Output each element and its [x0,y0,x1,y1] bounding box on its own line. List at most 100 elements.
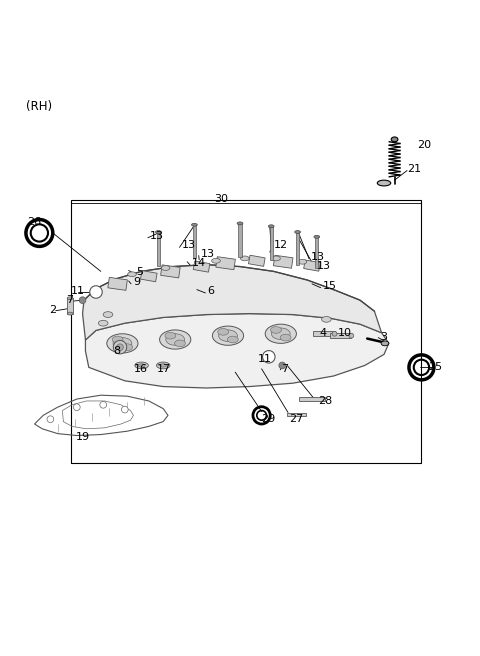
Text: 26: 26 [27,217,42,228]
Bar [270,226,273,260]
Ellipse shape [103,312,113,318]
Polygon shape [193,261,210,272]
Polygon shape [85,314,389,388]
Bar [71,200,421,463]
Ellipse shape [107,334,138,353]
Circle shape [121,406,128,413]
Ellipse shape [298,259,307,264]
Ellipse shape [237,222,243,225]
Ellipse shape [161,266,170,270]
Ellipse shape [212,258,220,263]
Ellipse shape [212,326,243,345]
Ellipse shape [295,230,300,234]
Ellipse shape [265,324,296,343]
Polygon shape [304,260,320,271]
Ellipse shape [314,236,320,238]
Ellipse shape [128,272,136,277]
Text: 8: 8 [114,346,120,356]
Text: 11: 11 [71,286,85,296]
Text: 16: 16 [134,364,148,374]
Text: 15: 15 [323,281,336,291]
Circle shape [263,350,275,363]
Polygon shape [83,264,382,340]
Ellipse shape [332,331,337,336]
Ellipse shape [113,338,132,349]
Circle shape [117,344,123,350]
Ellipse shape [381,341,389,346]
Text: 7: 7 [281,364,288,374]
Text: 29: 29 [261,414,275,424]
Text: 25: 25 [428,362,442,373]
Polygon shape [216,256,235,270]
Polygon shape [249,255,265,266]
Ellipse shape [240,256,249,261]
Bar [192,225,196,258]
Ellipse shape [160,364,167,367]
Ellipse shape [156,230,161,234]
Bar [330,333,351,338]
Polygon shape [108,277,127,291]
Text: 14: 14 [192,258,206,268]
Text: 3: 3 [380,332,387,342]
Text: 10: 10 [337,328,352,338]
Ellipse shape [322,316,331,322]
Polygon shape [141,270,157,281]
Ellipse shape [165,333,176,339]
Bar [299,397,325,401]
Ellipse shape [112,336,123,343]
Text: 30: 30 [214,194,228,205]
Ellipse shape [280,335,291,341]
Text: 20: 20 [418,140,432,150]
Ellipse shape [192,223,197,226]
Text: 13: 13 [311,252,325,262]
Ellipse shape [122,344,132,350]
Ellipse shape [228,336,238,343]
Text: 13: 13 [150,231,164,241]
Text: 13: 13 [317,260,331,270]
Ellipse shape [391,137,398,142]
Text: 13: 13 [181,241,195,251]
Bar [156,232,160,266]
Text: 4: 4 [319,328,326,338]
Circle shape [79,297,86,304]
Ellipse shape [67,312,73,315]
Ellipse shape [156,362,170,369]
Bar [296,232,300,264]
Ellipse shape [377,180,391,186]
Ellipse shape [218,329,228,335]
Bar [315,237,319,268]
Ellipse shape [98,320,108,326]
Text: 12: 12 [274,241,288,251]
Text: (RH): (RH) [26,100,52,113]
Text: 13: 13 [201,249,215,258]
Ellipse shape [272,256,280,261]
Ellipse shape [175,340,185,347]
Polygon shape [274,255,293,268]
Circle shape [113,340,127,354]
Ellipse shape [138,364,145,367]
Circle shape [100,401,107,408]
Ellipse shape [349,333,354,338]
Circle shape [90,286,102,298]
Text: 21: 21 [407,163,421,174]
Ellipse shape [67,297,73,300]
Text: 11: 11 [258,354,272,364]
Polygon shape [161,265,180,278]
Text: 27: 27 [289,414,304,424]
Text: 17: 17 [157,364,171,374]
Ellipse shape [166,334,184,345]
Ellipse shape [271,328,290,340]
Circle shape [279,362,286,369]
Ellipse shape [268,225,274,228]
Bar [287,413,306,417]
Circle shape [73,404,80,411]
Text: 5: 5 [136,267,143,277]
Text: 19: 19 [75,432,90,442]
Ellipse shape [218,330,237,341]
Ellipse shape [271,327,281,333]
Ellipse shape [135,362,148,369]
Text: 9: 9 [133,277,140,287]
Text: 28: 28 [318,396,333,406]
Bar [238,223,241,257]
Ellipse shape [159,330,191,349]
